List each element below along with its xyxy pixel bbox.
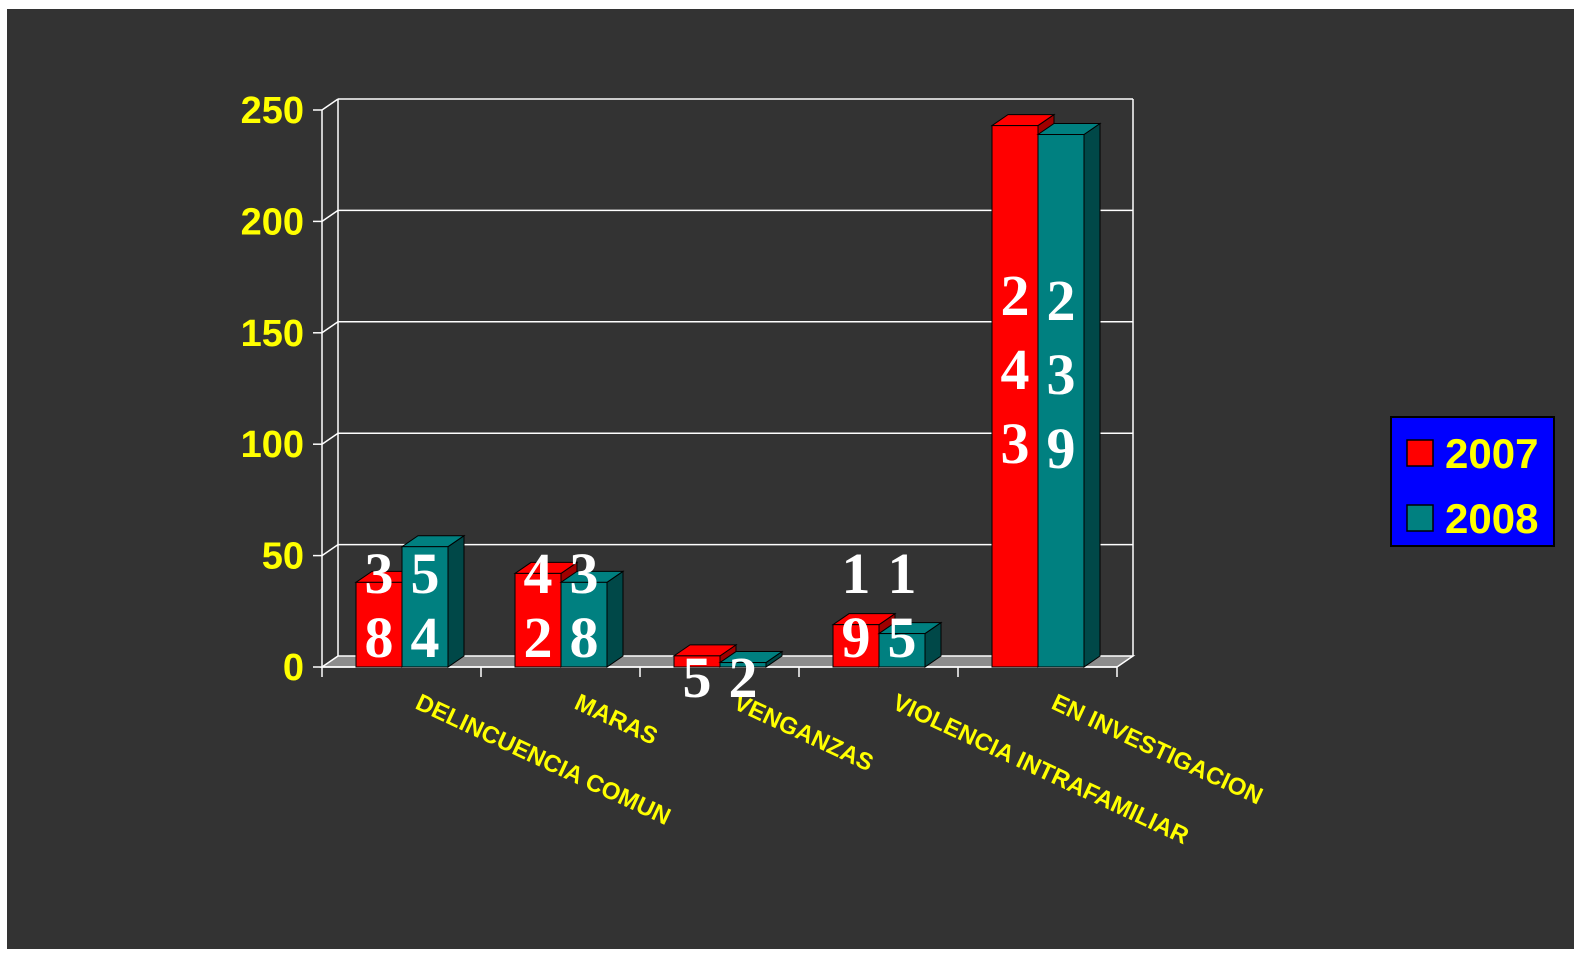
legend-label: 2007	[1445, 430, 1538, 477]
chart-background	[7, 9, 1574, 949]
bar-front	[673, 655, 721, 668]
bar	[559, 570, 625, 668]
gridline-depth	[321, 98, 339, 111]
y-tick-label: 100	[241, 424, 304, 466]
gridline-depth	[321, 321, 339, 334]
legend-swatch	[1406, 504, 1434, 532]
data-label: 2	[729, 645, 758, 710]
legend: 2007 2008	[1390, 416, 1555, 547]
bar-front	[514, 572, 562, 668]
bar	[1036, 122, 1102, 668]
bar	[718, 650, 784, 668]
legend-label: 2008	[1445, 495, 1538, 542]
bar-front	[560, 581, 608, 668]
bar-side	[606, 570, 624, 668]
y-tick-label: 50	[262, 536, 304, 578]
bars	[354, 113, 1102, 668]
bar-front	[1037, 134, 1085, 668]
gridline-depth	[321, 209, 339, 223]
bar-front	[719, 662, 767, 668]
bar-side	[1083, 122, 1101, 668]
bar-front	[355, 581, 403, 668]
y-tick-label: 200	[241, 201, 304, 243]
gridline-depth	[321, 432, 339, 445]
bar-side	[447, 534, 465, 668]
legend-swatch	[1406, 439, 1434, 467]
bar-front	[878, 633, 926, 668]
data-label: 5	[683, 645, 712, 710]
y-tick-label: 0	[283, 647, 304, 689]
gridline-depth	[321, 543, 339, 557]
bar	[672, 643, 738, 668]
bar	[877, 621, 943, 668]
data-labels: 3 84 251 92 4 35 43 821 52 3 9	[365, 263, 1076, 710]
bar-front	[401, 546, 449, 668]
bar	[400, 534, 466, 668]
y-tick-label: 250	[241, 90, 304, 132]
y-tick-label: 150	[241, 313, 304, 355]
y-axis: 0 50 100 150 200 250	[241, 90, 323, 689]
